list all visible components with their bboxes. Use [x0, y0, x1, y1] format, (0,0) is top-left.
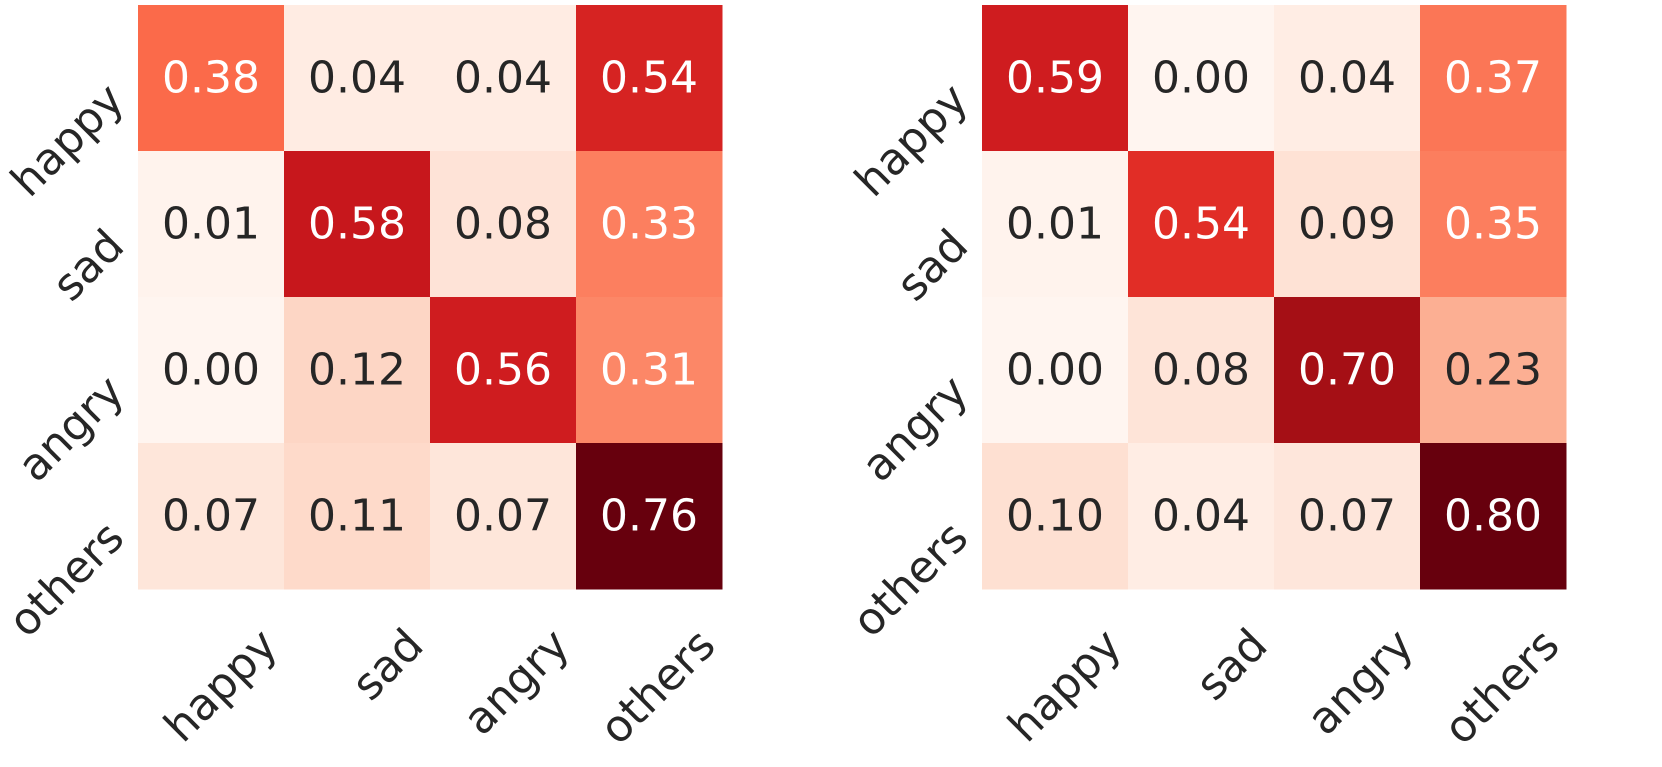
x-tick-label-sad: sad — [1186, 619, 1277, 710]
y-tick-label-sad: sad — [43, 220, 134, 311]
cell-value-label: 0.04 — [1298, 53, 1396, 104]
heatmap-cell-angry-happy — [138, 297, 285, 444]
y-tick-label-others: others — [843, 512, 978, 647]
heatmap-cell-others-others — [1420, 443, 1567, 590]
heatmap-cell-sad-others — [576, 151, 723, 298]
cell-value-label: 0.00 — [1006, 345, 1104, 396]
x-tick-label-happy: happy — [155, 619, 288, 752]
x-tick-label-happy: happy — [999, 619, 1132, 752]
x-tick-label-angry: angry — [454, 619, 580, 745]
heatmap-cell-angry-angry — [1274, 297, 1421, 444]
heatmap-cell-angry-others — [1420, 297, 1567, 444]
heatmap-cell-happy-others — [1420, 5, 1567, 152]
heatmap-cell-others-angry — [1274, 443, 1421, 590]
cell-value-label: 0.07 — [454, 491, 552, 542]
heatmap-cell-angry-angry — [430, 297, 577, 444]
heatmap-cell-others-others — [576, 443, 723, 590]
heatmap-cell-angry-happy — [982, 297, 1129, 444]
y-tick-label-happy: happy — [1, 74, 134, 207]
heatmap-cell-angry-others — [576, 297, 723, 444]
heatmap-cell-others-angry — [430, 443, 577, 590]
x-tick-label-others: others — [1434, 619, 1569, 754]
heatmap-cell-sad-sad — [284, 151, 431, 298]
heatmap-right: 0.59 0.00 0.04 0.37 0.01 0.54 0.09 0.35 0.00 0.08… — [843, 5, 1569, 755]
x-tick-label-angry: angry — [1298, 619, 1424, 745]
cell-value-label: 0.76 — [600, 491, 698, 542]
heatmap-cell-happy-others — [576, 5, 723, 152]
heatmap-cell-happy-angry — [430, 5, 577, 152]
x-tick-label-sad: sad — [342, 619, 433, 710]
cell-value-label: 0.04 — [1152, 491, 1250, 542]
heatmap-cell-happy-happy — [138, 5, 285, 152]
cell-value-label: 0.38 — [162, 53, 260, 104]
heatmap-cell-happy-happy — [982, 5, 1129, 152]
cell-value-label: 0.35 — [1444, 199, 1542, 250]
cell-value-label: 0.12 — [308, 345, 406, 396]
heatmap-cell-others-happy — [138, 443, 285, 590]
cell-value-label: 0.00 — [162, 345, 260, 396]
heatmap-cell-sad-happy — [982, 151, 1129, 298]
y-tick-label-sad: sad — [887, 220, 978, 311]
y-tick-label-happy: happy — [845, 74, 978, 207]
cell-value-label: 0.56 — [454, 345, 552, 396]
cell-value-label: 0.54 — [1152, 199, 1250, 250]
cell-value-label: 0.01 — [1006, 199, 1104, 250]
heatmap-cell-others-sad — [1128, 443, 1275, 590]
cell-value-label: 0.10 — [1006, 491, 1104, 542]
cell-value-label: 0.08 — [454, 199, 552, 250]
cell-value-label: 0.31 — [600, 345, 698, 396]
y-tick-label-angry: angry — [8, 366, 134, 492]
heatmap-cell-sad-sad — [1128, 151, 1275, 298]
cell-value-label: 0.04 — [454, 53, 552, 104]
heatmap-cell-others-happy — [982, 443, 1129, 590]
cell-value-label: 0.01 — [162, 199, 260, 250]
cell-value-label: 0.59 — [1006, 53, 1104, 104]
cell-value-label: 0.04 — [308, 53, 406, 104]
heatmap-cell-angry-sad — [284, 297, 431, 444]
heatmap-cell-happy-sad — [1128, 5, 1275, 152]
cell-value-label: 0.09 — [1298, 199, 1396, 250]
heatmap-cell-sad-angry — [1274, 151, 1421, 298]
cell-value-label: 0.07 — [1298, 491, 1396, 542]
cell-value-label: 0.11 — [308, 491, 406, 542]
heatmap-cell-angry-sad — [1128, 297, 1275, 444]
cell-value-label: 0.80 — [1444, 491, 1542, 542]
cell-value-label: 0.07 — [162, 491, 260, 542]
cell-value-label: 0.37 — [1444, 53, 1542, 104]
cell-value-label: 0.23 — [1444, 345, 1542, 396]
cell-value-label: 0.00 — [1152, 53, 1250, 104]
cell-value-label: 0.58 — [308, 199, 406, 250]
x-tick-label-others: others — [590, 619, 725, 754]
cell-value-label: 0.33 — [600, 199, 698, 250]
heatmap-left: 0.38 0.04 0.04 0.54 0.01 0.58 0.08 0.33 0.00 0.12… — [0, 5, 725, 755]
cell-value-label: 0.70 — [1298, 345, 1396, 396]
heatmap-cell-happy-angry — [1274, 5, 1421, 152]
cell-value-label: 0.54 — [600, 53, 698, 104]
heatmap-cell-sad-angry — [430, 151, 577, 298]
cell-value-label: 0.08 — [1152, 345, 1250, 396]
heatmap-cell-sad-others — [1420, 151, 1567, 298]
heatmap-cell-sad-happy — [138, 151, 285, 298]
y-tick-label-angry: angry — [852, 366, 978, 492]
y-tick-label-others: others — [0, 512, 134, 647]
heatmap-cell-happy-sad — [284, 5, 431, 152]
heatmap-cell-others-sad — [284, 443, 431, 590]
